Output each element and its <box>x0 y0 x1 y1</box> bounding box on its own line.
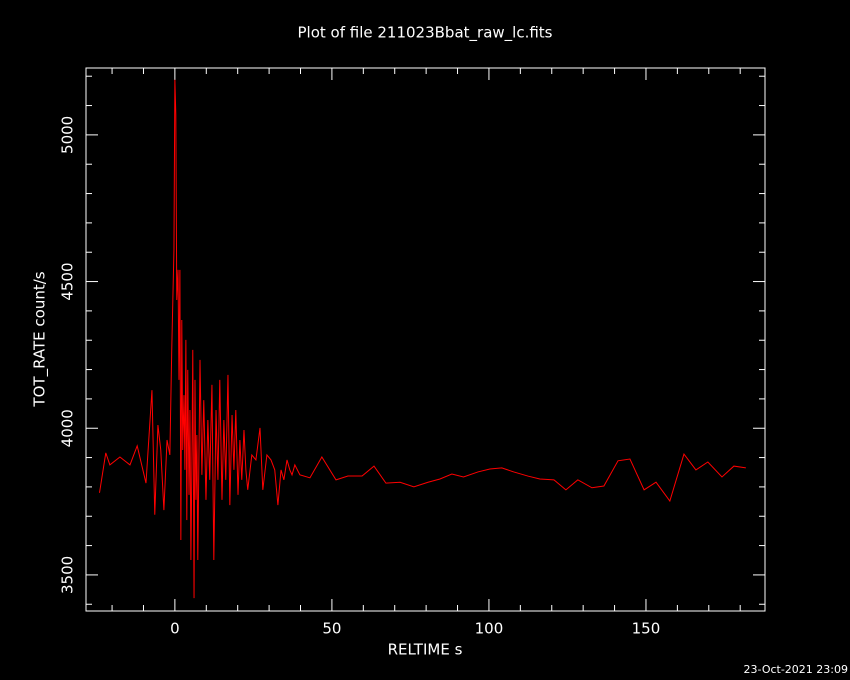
y-tick-label: 4000 <box>59 409 77 447</box>
chart-title: Plot of file 211023Bbat_raw_lc.fits <box>298 24 553 43</box>
x-axis-label: RELTIME s <box>388 641 463 659</box>
plot-frame <box>85 67 766 612</box>
y-tick-label: 4500 <box>59 262 77 300</box>
x-tick-label: 100 <box>475 620 504 638</box>
y-tick-label: 3500 <box>59 556 77 594</box>
y-tick-label: 5000 <box>59 116 77 154</box>
x-tick-label: 50 <box>322 620 341 638</box>
timestamp: 23-Oct-2021 23:09 <box>744 663 848 676</box>
y-axis-label: TOT_RATE count/s <box>31 271 50 407</box>
x-tick-label: 0 <box>170 620 180 638</box>
x-tick-label: 150 <box>632 620 661 638</box>
light-curve <box>99 79 746 599</box>
